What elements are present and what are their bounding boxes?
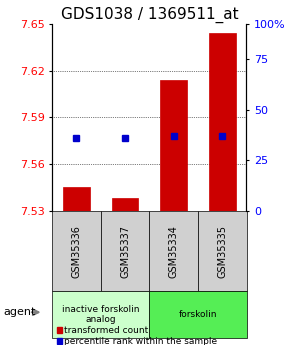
- Text: GSM35335: GSM35335: [217, 225, 227, 278]
- Text: GSM35334: GSM35334: [169, 225, 179, 278]
- Text: percentile rank within the sample: percentile rank within the sample: [64, 337, 217, 345]
- Title: GDS1038 / 1369511_at: GDS1038 / 1369511_at: [61, 7, 238, 23]
- Text: agent: agent: [3, 307, 35, 317]
- Bar: [63, 187, 90, 211]
- FancyBboxPatch shape: [149, 292, 246, 338]
- Bar: [209, 33, 235, 211]
- FancyBboxPatch shape: [101, 211, 149, 292]
- FancyBboxPatch shape: [52, 292, 149, 338]
- FancyBboxPatch shape: [149, 211, 198, 292]
- Text: GSM35336: GSM35336: [72, 225, 81, 278]
- Text: GSM35337: GSM35337: [120, 225, 130, 278]
- Bar: [160, 80, 187, 211]
- Text: inactive forskolin
analog: inactive forskolin analog: [62, 305, 139, 324]
- Text: transformed count: transformed count: [64, 326, 148, 335]
- Bar: [112, 198, 138, 211]
- FancyBboxPatch shape: [52, 211, 101, 292]
- Text: forskolin: forskolin: [179, 310, 217, 319]
- FancyBboxPatch shape: [198, 211, 246, 292]
